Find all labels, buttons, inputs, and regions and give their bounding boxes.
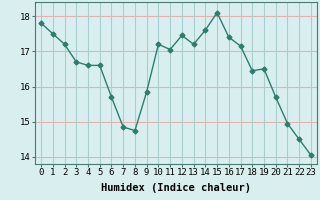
X-axis label: Humidex (Indice chaleur): Humidex (Indice chaleur) [101, 183, 251, 193]
